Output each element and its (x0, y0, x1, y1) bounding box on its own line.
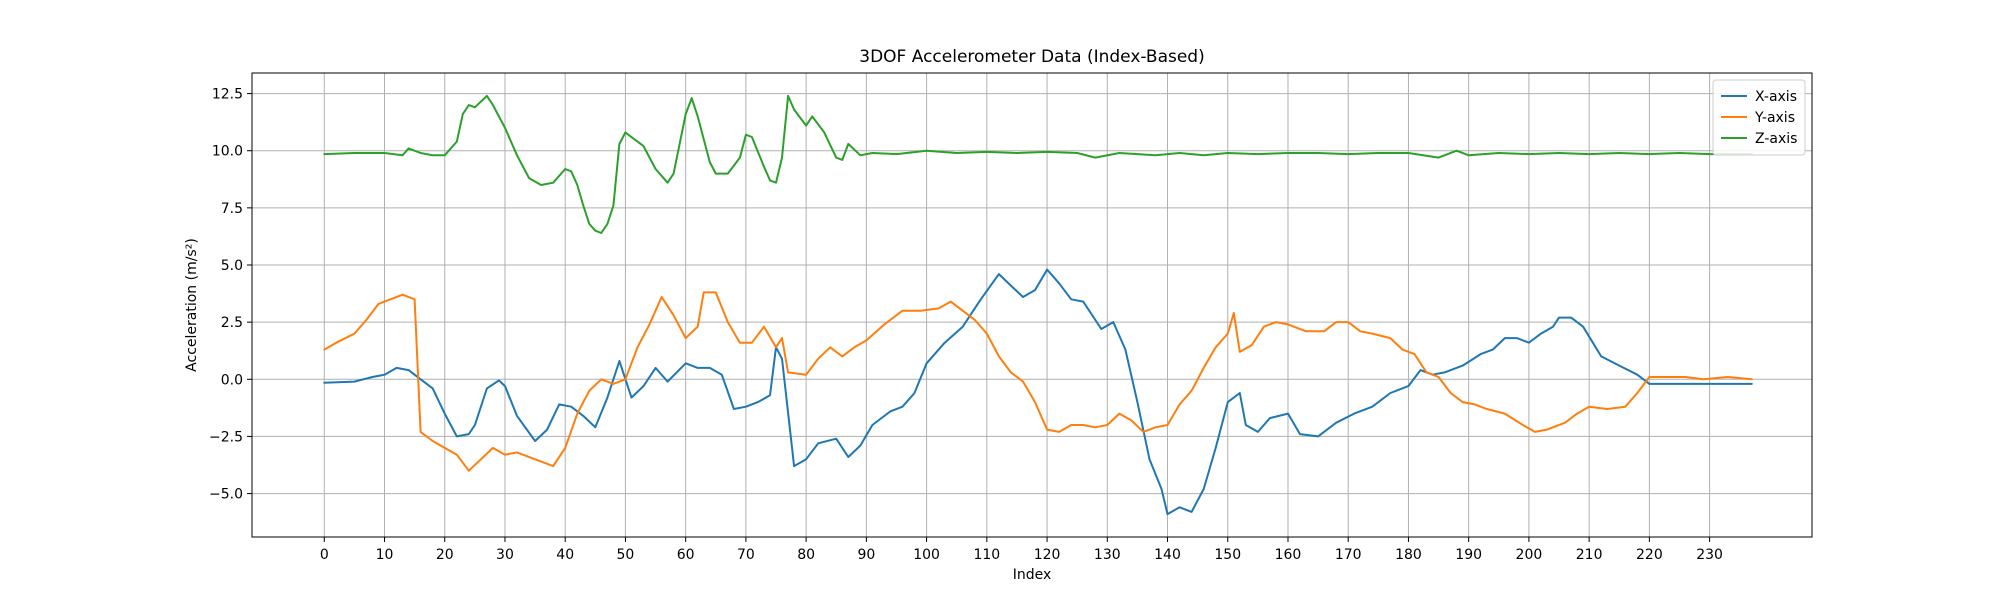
y-tick-label: 2.5 (221, 315, 243, 331)
x-tick-label: 120 (1034, 547, 1061, 563)
x-axis: 0 10 20 30 40 50 60 70 80 90 100 110 120 130 140 150 160… (320, 537, 1723, 563)
x-tick-label: 20 (436, 547, 454, 563)
x-tick-label: 30 (496, 547, 514, 563)
legend-label: Z-axis (1755, 131, 1797, 147)
series-line-x-axis (323, 268, 1753, 516)
series-line-y-axis (323, 291, 1753, 472)
legend-label: X-axis (1755, 89, 1797, 105)
grid (252, 73, 1812, 537)
x-tick-label: 90 (857, 547, 875, 563)
y-tick-label: 10.0 (212, 144, 243, 160)
plot-area-frame (251, 72, 1813, 538)
x-tick-label: 140 (1154, 547, 1181, 563)
y-tick-label: 0.0 (221, 372, 243, 388)
legend-box (1712, 79, 1806, 156)
x-tick-label: 70 (737, 547, 755, 563)
x-tick-label: 40 (556, 547, 574, 563)
x-tick-label: 60 (677, 547, 695, 563)
x-tick-label: 150 (1214, 547, 1241, 563)
x-tick-label: 230 (1696, 547, 1723, 563)
x-tick-label: 210 (1576, 547, 1603, 563)
y-tick-label: −2.5 (209, 429, 243, 445)
y-tick-label: 12.5 (212, 87, 243, 103)
x-tick-label: 50 (617, 547, 635, 563)
y-tick-label: 5.0 (221, 258, 243, 274)
x-tick-label: 180 (1395, 547, 1422, 563)
chart-title: 3DOF Accelerometer Data (Index-Based) (859, 47, 1204, 67)
x-tick-label: 170 (1335, 547, 1362, 563)
y-tick-label: 7.5 (221, 201, 243, 217)
legend-label: Y-axis (1754, 110, 1795, 126)
y-tick-label: −5.0 (209, 487, 243, 503)
series-line-z-axis (323, 94, 1753, 234)
y-axis-title: Acceleration (m/s²) (184, 238, 200, 372)
x-tick-label: 200 (1516, 547, 1543, 563)
x-tick-label: 160 (1275, 547, 1302, 563)
x-tick-label: 0 (320, 547, 329, 563)
x-tick-label: 100 (913, 547, 940, 563)
y-axis: −5.0 −2.5 0.0 2.5 5.0 7.5 10.0 12.5 (209, 87, 252, 503)
series-group (323, 94, 1753, 516)
x-tick-label: 10 (376, 547, 394, 563)
x-tick-label: 130 (1094, 547, 1121, 563)
x-axis-title: Index (1013, 567, 1052, 583)
x-tick-label: 110 (973, 547, 1000, 563)
x-tick-label: 190 (1455, 547, 1482, 563)
x-tick-label: 220 (1636, 547, 1663, 563)
legend: X-axis Y-axis Z-axis (1712, 79, 1806, 156)
x-tick-label: 80 (797, 547, 815, 563)
